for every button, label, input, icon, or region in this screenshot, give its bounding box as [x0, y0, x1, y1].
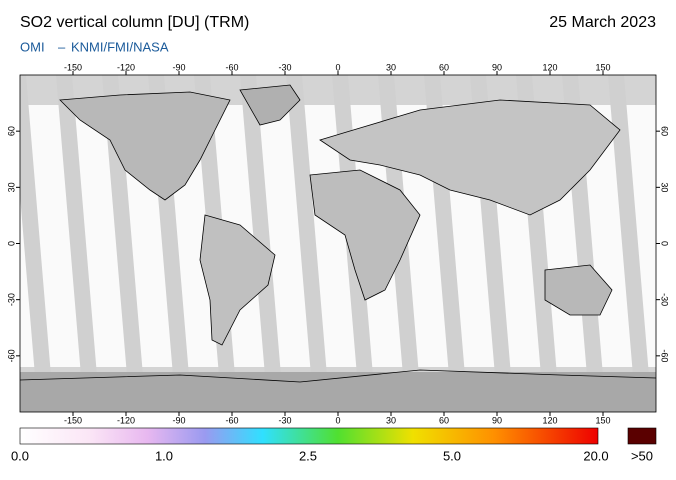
lat-tick-label-left: 30 — [6, 182, 16, 192]
lon-tick-label-bottom: 90 — [492, 415, 502, 425]
africa — [309, 169, 421, 301]
colorbar-label: 1.0 — [155, 448, 173, 463]
lon-tick-label-top: 60 — [439, 62, 449, 72]
lat-tick-label-left: 0 — [6, 241, 16, 246]
colorbar-label: 5.0 — [443, 448, 461, 463]
north-america — [59, 91, 231, 201]
lon-tick-label-bottom: 60 — [439, 415, 449, 425]
lon-tick-label-bottom: -120 — [117, 415, 135, 425]
lon-tick-label-top: 150 — [595, 62, 610, 72]
orbit-gap — [20, 75, 54, 412]
source-instrument: OMI — [20, 39, 45, 54]
eurasia — [319, 99, 621, 216]
title: SO2 vertical column [DU] (TRM) — [20, 14, 249, 31]
map-area — [20, 75, 656, 412]
lon-tick-label-top: 120 — [542, 62, 557, 72]
lat-tick-label-right: 0 — [660, 241, 670, 246]
lat-tick-label-right: 30 — [660, 182, 670, 192]
source-separator: – — [58, 39, 66, 54]
lat-tick-label-right: -30 — [660, 293, 670, 306]
antarctic-region — [20, 372, 656, 412]
lon-tick-label-top: -60 — [225, 62, 238, 72]
antarctica-coast — [20, 369, 656, 383]
lon-tick-label-bottom: -90 — [172, 415, 185, 425]
orbit-gap — [286, 75, 330, 412]
orbit-gap — [654, 75, 656, 100]
greenland — [239, 84, 301, 126]
source-agencies: KNMI/FMI/NASA — [71, 39, 169, 54]
orbit-gap — [56, 75, 100, 412]
lon-tick-label-top: -30 — [278, 62, 291, 72]
lon-tick-label-bottom: -150 — [64, 415, 82, 425]
lon-tick-label-top: 90 — [492, 62, 502, 72]
australia — [544, 264, 613, 316]
lon-tick-label-bottom: -30 — [278, 415, 291, 425]
lat-tick-label-left: -30 — [6, 293, 16, 306]
date: 25 March 2023 — [549, 14, 656, 31]
lat-tick-label-left: 60 — [6, 126, 16, 136]
lon-tick-label-top: 30 — [386, 62, 396, 72]
continents — [20, 84, 656, 383]
lon-tick-label-top: -90 — [172, 62, 185, 72]
lon-tick-label-bottom: 30 — [386, 415, 396, 425]
lon-tick-label-bottom: 150 — [595, 415, 610, 425]
lat-tick-label-right: -60 — [660, 349, 670, 362]
lon-tick-label-bottom: 120 — [542, 415, 557, 425]
lon-tick-label-top: -150 — [64, 62, 82, 72]
lon-tick-label-bottom: 0 — [335, 415, 340, 425]
orbit-gap — [608, 75, 652, 412]
colorbar-label: 20.0 — [583, 448, 608, 463]
axes: -150 -150 -120 -120 -90 -90 -60 -60 -30 -30 0 0 30 30… — [6, 62, 669, 425]
colorbar-label: 0.0 — [11, 448, 29, 463]
lat-tick-label-right: 60 — [660, 126, 670, 136]
lon-tick-label-top: -120 — [117, 62, 135, 72]
lat-tick-label-left: -60 — [6, 349, 16, 362]
colorbar-overflow-label: >50 — [631, 448, 653, 463]
lon-tick-label-top: 0 — [335, 62, 340, 72]
south-america — [199, 214, 276, 346]
colorbar-overflow — [627, 427, 657, 445]
orbit-gap — [102, 75, 146, 412]
colorbar — [19, 427, 599, 445]
colorbar-label: 2.5 — [299, 448, 317, 463]
lon-tick-label-bottom: -60 — [225, 415, 238, 425]
